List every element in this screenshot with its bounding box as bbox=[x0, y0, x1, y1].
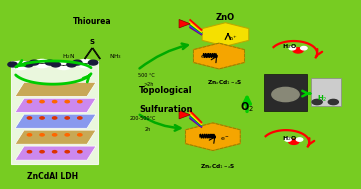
Polygon shape bbox=[15, 146, 96, 160]
Circle shape bbox=[328, 99, 338, 105]
Text: H$_2$O: H$_2$O bbox=[282, 134, 297, 143]
Circle shape bbox=[13, 61, 29, 70]
Circle shape bbox=[272, 87, 299, 102]
Polygon shape bbox=[202, 23, 249, 46]
Circle shape bbox=[78, 101, 82, 103]
Text: NH$_3$: NH$_3$ bbox=[109, 53, 122, 61]
Polygon shape bbox=[193, 43, 244, 69]
Text: h$^+$: h$^+$ bbox=[198, 132, 208, 141]
Circle shape bbox=[56, 61, 71, 70]
Circle shape bbox=[312, 99, 322, 105]
Circle shape bbox=[30, 60, 39, 65]
FancyBboxPatch shape bbox=[311, 78, 341, 106]
Circle shape bbox=[24, 62, 33, 67]
Circle shape bbox=[8, 62, 17, 67]
Text: Thiourea: Thiourea bbox=[73, 17, 112, 26]
Circle shape bbox=[67, 62, 76, 67]
Circle shape bbox=[293, 48, 303, 53]
Circle shape bbox=[78, 134, 82, 136]
Text: >2h: >2h bbox=[143, 82, 153, 87]
FancyBboxPatch shape bbox=[12, 61, 98, 164]
Circle shape bbox=[285, 138, 291, 141]
Text: 500 °C: 500 °C bbox=[138, 73, 155, 78]
Circle shape bbox=[27, 117, 32, 119]
Circle shape bbox=[52, 134, 57, 136]
Text: S: S bbox=[90, 39, 95, 45]
FancyBboxPatch shape bbox=[264, 74, 307, 111]
Circle shape bbox=[78, 117, 82, 119]
Text: Topological: Topological bbox=[139, 86, 193, 95]
Polygon shape bbox=[15, 130, 96, 144]
Circle shape bbox=[77, 59, 93, 68]
Circle shape bbox=[65, 134, 69, 136]
Circle shape bbox=[296, 138, 303, 141]
Text: ZnCdAl LDH: ZnCdAl LDH bbox=[27, 172, 78, 181]
Circle shape bbox=[40, 117, 44, 119]
Polygon shape bbox=[179, 19, 190, 28]
Circle shape bbox=[45, 60, 55, 65]
Text: 200-500°C: 200-500°C bbox=[130, 116, 156, 121]
Circle shape bbox=[52, 151, 57, 153]
Text: H$_2$O: H$_2$O bbox=[282, 42, 297, 51]
Text: H$_2$N: H$_2$N bbox=[62, 53, 75, 61]
Circle shape bbox=[51, 62, 60, 67]
Polygon shape bbox=[179, 110, 190, 119]
Text: Sulfuration: Sulfuration bbox=[139, 105, 193, 114]
Text: h$^+$: h$^+$ bbox=[228, 34, 238, 43]
Polygon shape bbox=[15, 98, 96, 112]
Text: e$^-$: e$^-$ bbox=[200, 53, 210, 61]
Circle shape bbox=[65, 117, 69, 119]
Circle shape bbox=[78, 151, 82, 153]
Text: 2h: 2h bbox=[145, 127, 151, 132]
Circle shape bbox=[40, 134, 44, 136]
Text: Zn$_x$Cd$_{1-x}$S: Zn$_x$Cd$_{1-x}$S bbox=[207, 78, 243, 87]
Circle shape bbox=[289, 139, 299, 144]
Text: H$_2$: H$_2$ bbox=[317, 94, 328, 104]
Circle shape bbox=[52, 117, 57, 119]
Circle shape bbox=[34, 59, 50, 68]
Text: O$_2$: O$_2$ bbox=[240, 100, 254, 114]
Text: e$^-$: e$^-$ bbox=[220, 135, 230, 143]
Circle shape bbox=[40, 151, 44, 153]
Circle shape bbox=[27, 101, 32, 103]
Circle shape bbox=[289, 46, 296, 50]
Circle shape bbox=[65, 151, 69, 153]
Polygon shape bbox=[15, 82, 96, 96]
Circle shape bbox=[27, 151, 32, 153]
Circle shape bbox=[73, 60, 82, 65]
Circle shape bbox=[27, 134, 32, 136]
Polygon shape bbox=[15, 114, 96, 128]
Circle shape bbox=[65, 101, 69, 103]
Circle shape bbox=[301, 46, 307, 50]
Circle shape bbox=[40, 101, 44, 103]
Text: Zn$_x$Cd$_{1-x}$S: Zn$_x$Cd$_{1-x}$S bbox=[200, 162, 235, 171]
Text: ZnO: ZnO bbox=[216, 13, 235, 22]
Circle shape bbox=[88, 60, 98, 65]
Circle shape bbox=[52, 101, 57, 103]
Polygon shape bbox=[186, 123, 240, 151]
